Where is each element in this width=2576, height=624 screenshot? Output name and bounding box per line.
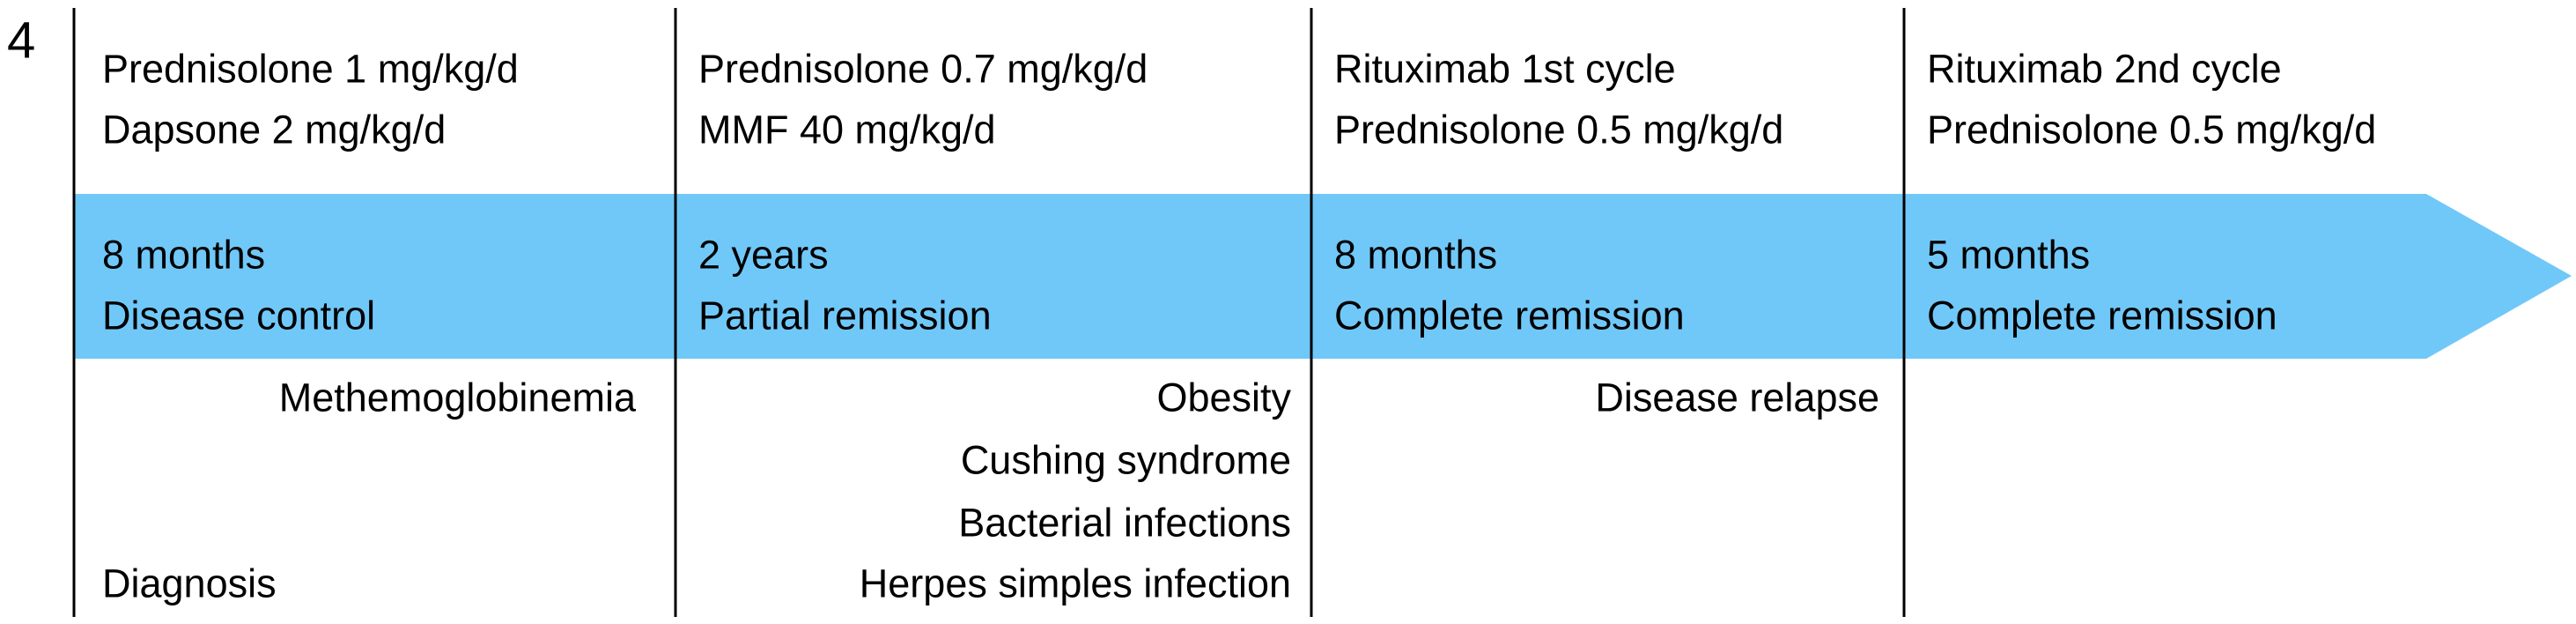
outcome: Complete remission bbox=[1927, 293, 2277, 338]
panel-label: 4 bbox=[7, 12, 35, 70]
treatment: Rituximab 2nd cycle bbox=[1927, 47, 2282, 92]
treatment: Prednisolone 0.7 mg/kg/d bbox=[698, 47, 1148, 92]
event: Cushing syndrome bbox=[961, 438, 1291, 483]
treatment: MMF 40 mg/kg/d bbox=[698, 108, 996, 152]
duration: 5 months bbox=[1927, 233, 2090, 278]
event: Obesity bbox=[1156, 375, 1291, 420]
event: Methemoglobinemia bbox=[279, 375, 637, 420]
timeline-arrow bbox=[74, 194, 2572, 359]
event: Bacterial infections bbox=[958, 501, 1291, 546]
treatment: Prednisolone 0.5 mg/kg/d bbox=[1334, 108, 1783, 152]
treatment: Prednisolone 1 mg/kg/d bbox=[102, 47, 519, 92]
event: Disease relapse bbox=[1595, 375, 1879, 420]
duration: 2 years bbox=[698, 233, 829, 278]
outcome: Partial remission bbox=[698, 293, 992, 338]
treatment: Dapsone 2 mg/kg/d bbox=[102, 108, 446, 152]
treatment: Prednisolone 0.5 mg/kg/d bbox=[1927, 108, 2376, 152]
outcome: Complete remission bbox=[1334, 293, 1685, 338]
duration: 8 months bbox=[1334, 233, 1497, 278]
start-label: Diagnosis bbox=[102, 561, 277, 606]
treatment: Rituximab 1st cycle bbox=[1334, 47, 1676, 92]
duration: 8 months bbox=[102, 233, 265, 278]
outcome: Disease control bbox=[102, 293, 375, 338]
event: Herpes simples infection bbox=[860, 561, 1291, 606]
